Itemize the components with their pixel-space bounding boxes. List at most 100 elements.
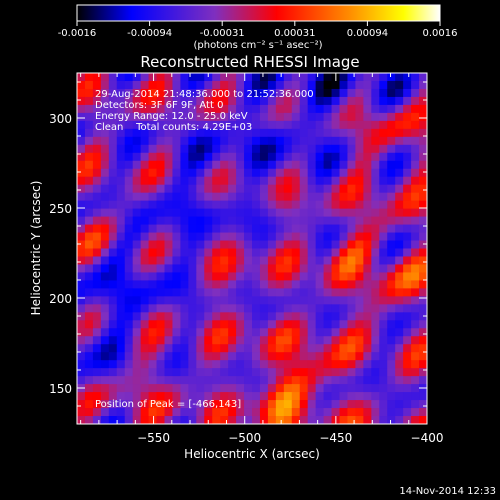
heatmap-cell bbox=[84, 80, 94, 90]
heatmap-cell bbox=[379, 88, 388, 98]
heatmap-cell bbox=[204, 144, 213, 154]
heatmap-cell bbox=[92, 376, 102, 385]
heatmap-cell bbox=[315, 120, 324, 130]
heatmap-cell bbox=[259, 352, 269, 361]
heatmap-cell bbox=[236, 88, 245, 98]
heatmap-cell bbox=[347, 160, 356, 170]
heatmap-cell bbox=[148, 192, 157, 202]
heatmap-cell bbox=[84, 240, 94, 249]
heatmap-cell bbox=[331, 336, 340, 345]
heatmap-cell bbox=[156, 368, 165, 377]
heatmap-cell bbox=[252, 376, 261, 385]
heatmap-cell bbox=[267, 280, 277, 289]
heatmap-cell bbox=[267, 73, 277, 82]
heatmap-cell bbox=[291, 240, 301, 249]
heatmap-cell bbox=[77, 288, 86, 297]
heatmap-cell bbox=[299, 296, 309, 305]
heatmap-cell bbox=[156, 200, 165, 210]
heatmap-cell bbox=[92, 408, 102, 417]
heatmap-cell bbox=[212, 336, 221, 345]
heatmap-cell bbox=[267, 400, 277, 409]
heatmap-cell bbox=[77, 304, 86, 313]
heatmap-cell bbox=[395, 368, 404, 377]
colorbar-tick-label: 0.0016 bbox=[423, 28, 458, 39]
heatmap-cell bbox=[180, 168, 189, 178]
heatmap-cell bbox=[363, 288, 372, 297]
heatmap-cell bbox=[108, 280, 118, 289]
heatmap-cell bbox=[283, 232, 293, 241]
heatmap-cell bbox=[140, 208, 149, 217]
heatmap-cell bbox=[331, 248, 340, 257]
heatmap-cell bbox=[291, 160, 301, 170]
heatmap-cell bbox=[363, 368, 372, 377]
heatmap-cell bbox=[124, 192, 134, 202]
heatmap-cell bbox=[108, 416, 118, 424]
heatmap-cell bbox=[116, 104, 126, 114]
heatmap-cell bbox=[244, 408, 253, 417]
heatmap-cell bbox=[188, 280, 197, 289]
heatmap-cell bbox=[100, 208, 110, 217]
heatmap-cell bbox=[355, 256, 364, 265]
heatmap-cell bbox=[252, 352, 261, 361]
heatmap-cell bbox=[291, 232, 301, 241]
heatmap-cell bbox=[132, 208, 142, 217]
heatmap-cell bbox=[419, 208, 427, 217]
heatmap-cell bbox=[363, 296, 372, 305]
heatmap-cell bbox=[180, 328, 189, 337]
heatmap-cell bbox=[331, 216, 340, 225]
heatmap-cell bbox=[275, 296, 285, 305]
heatmap-cell bbox=[188, 400, 197, 409]
heatmap-cell bbox=[100, 192, 110, 202]
heatmap-cell bbox=[100, 152, 110, 162]
heatmap-cell bbox=[323, 272, 332, 281]
heatmap-cell bbox=[108, 216, 118, 225]
heatmap-cell bbox=[108, 168, 118, 178]
heatmap-cell bbox=[172, 168, 181, 178]
heatmap-cell bbox=[100, 120, 110, 130]
heatmap-cell bbox=[355, 344, 364, 353]
heatmap-cell bbox=[275, 344, 285, 353]
heatmap-cell bbox=[204, 216, 213, 225]
heatmap-cell bbox=[331, 320, 340, 329]
heatmap-cell bbox=[252, 96, 261, 106]
heatmap-cell bbox=[252, 120, 261, 130]
heatmap-cell bbox=[124, 136, 134, 146]
heatmap-cell bbox=[419, 368, 427, 377]
heatmap-cell bbox=[379, 408, 388, 417]
heatmap-cell bbox=[108, 288, 118, 297]
heatmap-cell bbox=[196, 240, 205, 249]
heatmap-cell bbox=[315, 128, 324, 138]
heatmap-cell bbox=[347, 280, 356, 289]
heatmap-cell bbox=[371, 384, 380, 393]
heatmap-cell bbox=[267, 192, 277, 202]
y-tick-label: 250 bbox=[49, 202, 72, 216]
heatmap-cell bbox=[132, 120, 142, 130]
heatmap-cell bbox=[283, 336, 293, 345]
heatmap-cell bbox=[419, 288, 427, 297]
heatmap-cell bbox=[108, 304, 118, 313]
heatmap-cell bbox=[180, 352, 189, 361]
heatmap-cell bbox=[267, 176, 277, 186]
heatmap-cell bbox=[283, 120, 293, 130]
heatmap-cell bbox=[323, 320, 332, 329]
heatmap-cell bbox=[371, 112, 380, 122]
heatmap-cell bbox=[140, 232, 149, 241]
heatmap-cell bbox=[164, 128, 173, 138]
heatmap-cell bbox=[411, 272, 420, 281]
heatmap-cell bbox=[164, 280, 173, 289]
heatmap-cell bbox=[77, 168, 86, 178]
heatmap-cell bbox=[411, 88, 420, 98]
heatmap-cell bbox=[363, 128, 372, 138]
heatmap-cell bbox=[188, 344, 197, 353]
heatmap-cell bbox=[220, 232, 229, 241]
heatmap-cell bbox=[283, 328, 293, 337]
heatmap-cell bbox=[252, 136, 261, 146]
heatmap-cell bbox=[331, 392, 340, 401]
heatmap-cell bbox=[140, 272, 149, 281]
heatmap-cell bbox=[291, 352, 301, 361]
heatmap-cell bbox=[331, 240, 340, 249]
heatmap-cell bbox=[355, 96, 364, 106]
heatmap-cell bbox=[164, 104, 173, 114]
heatmap-cell bbox=[355, 104, 364, 114]
heatmap-cell bbox=[100, 104, 110, 114]
